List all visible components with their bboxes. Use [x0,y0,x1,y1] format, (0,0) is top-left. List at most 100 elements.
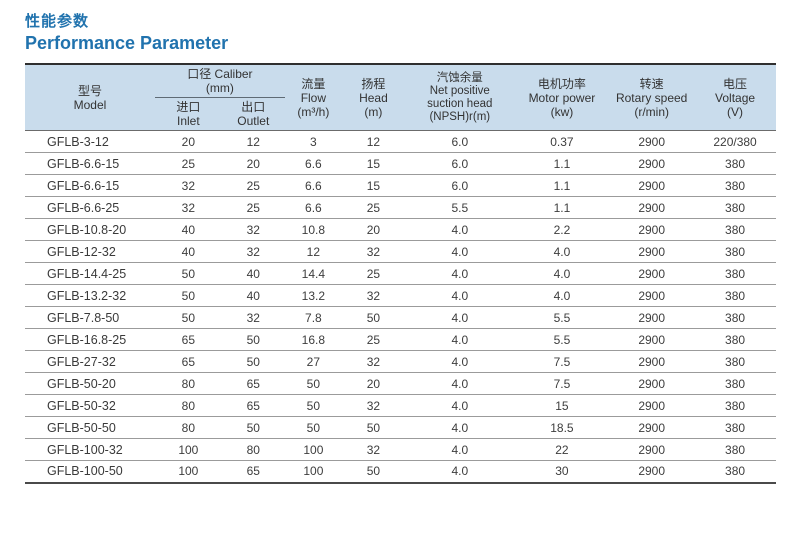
cell-outlet: 40 [221,284,285,307]
cell-voltage: 380 [694,240,776,263]
cell-speed: 2900 [609,438,695,461]
cell-model: GFLB-50-20 [25,372,155,395]
cell-npsh: 4.0 [404,262,515,285]
cell-voltage: 380 [694,262,776,285]
cell-inlet: 100 [154,460,222,483]
cell-model: GFLB-50-50 [25,416,155,439]
cell-head: 25 [341,328,405,351]
cell-model: GFLB-50-32 [25,394,155,417]
cell-inlet: 80 [154,394,222,417]
header-caliber-group: 口径 Caliber (mm) [154,64,285,98]
cell-speed: 2900 [609,218,695,241]
header-caliber-zh: 口径 Caliber [187,67,253,81]
cell-flow: 50 [284,394,342,417]
cell-model: GFLB-12-32 [25,240,155,263]
cell-outlet: 65 [221,372,285,395]
cell-flow: 50 [284,416,342,439]
cell-flow: 100 [284,460,342,483]
table-row: GFLB-27-32 65 50 27 32 4.0 7.5 2900 380 [25,350,776,373]
table-row: GFLB-12-32 40 32 12 32 4.0 4.0 2900 380 [25,240,776,263]
table-row: GFLB-7.8-50 50 32 7.8 50 4.0 5.5 2900 380 [25,306,776,329]
cell-flow: 7.8 [284,306,342,329]
cell-voltage: 380 [694,284,776,307]
cell-motor: 1.1 [514,152,610,175]
header-caliber-unit: (mm) [205,81,234,95]
cell-speed: 2900 [609,350,695,373]
cell-speed: 2900 [609,416,695,439]
cell-flow: 16.8 [284,328,342,351]
table-row: GFLB-6.6-15 32 25 6.6 15 6.0 1.1 2900 380 [25,174,776,197]
cell-motor: 4.0 [514,240,610,263]
table-row: GFLB-13.2-32 50 40 13.2 32 4.0 4.0 2900 380 [25,284,776,307]
header-motor-unit: (kw) [550,104,574,119]
cell-voltage: 380 [694,328,776,351]
cell-flow: 6.6 [284,152,342,175]
cell-speed: 2900 [609,306,695,329]
cell-npsh: 4.0 [404,372,515,395]
cell-outlet: 50 [221,416,285,439]
header-flow-en: Flow [300,90,327,105]
cell-outlet: 32 [221,306,285,329]
header-head-en: Head [359,90,388,105]
cell-voltage: 380 [694,306,776,329]
header-speed-en: Rotary speed [615,90,688,105]
page-title-english: Performance Parameter [25,33,229,53]
cell-flow: 3 [284,130,342,153]
header-npsh-en2: suction head [427,97,493,110]
cell-head: 20 [341,372,405,395]
cell-outlet: 20 [221,152,285,175]
cell-head: 15 [341,174,405,197]
cell-npsh: 6.0 [404,152,515,175]
table-row: GFLB-6.6-15 25 20 6.6 15 6.0 1.1 2900 380 [25,152,776,175]
table-row: GFLB-14.4-25 50 40 14.4 25 4.0 4.0 2900 380 [25,262,776,285]
cell-outlet: 32 [221,240,285,263]
cell-speed: 2900 [609,152,695,175]
cell-outlet: 65 [221,460,285,483]
cell-voltage: 220/380 [694,130,776,153]
cell-npsh: 4.0 [404,284,515,307]
cell-outlet: 25 [221,196,285,219]
cell-model: GFLB-6.6-15 [25,174,155,197]
header-speed-unit: (r/min) [634,104,669,119]
cell-model: GFLB-100-50 [25,460,155,483]
cell-voltage: 380 [694,460,776,483]
cell-model: GFLB-27-32 [25,350,155,373]
cell-motor: 4.0 [514,284,610,307]
cell-npsh: 4.0 [404,416,515,439]
cell-npsh: 4.0 [404,240,515,263]
cell-motor: 15 [514,394,610,417]
cell-flow: 14.4 [284,262,342,285]
cell-head: 32 [341,284,405,307]
cell-flow: 13.2 [284,284,342,307]
cell-head: 50 [341,416,405,439]
cell-npsh: 4.0 [404,218,515,241]
table-row: GFLB-50-50 80 50 50 50 4.0 18.5 2900 380 [25,416,776,439]
cell-model: GFLB-10.8-20 [25,218,155,241]
table-row: GFLB-6.6-25 32 25 6.6 25 5.5 1.1 2900 380 [25,196,776,219]
cell-speed: 2900 [609,394,695,417]
cell-head: 15 [341,152,405,175]
cell-voltage: 380 [694,174,776,197]
cell-voltage: 380 [694,438,776,461]
cell-model: GFLB-7.8-50 [25,306,155,329]
cell-voltage: 380 [694,152,776,175]
cell-model: GFLB-14.4-25 [25,262,155,285]
header-flow-unit: (m³/h) [297,104,330,119]
cell-npsh: 4.0 [404,350,515,373]
table-row: GFLB-10.8-20 40 32 10.8 20 4.0 2.2 2900 380 [25,218,776,241]
header-npsh: 汽蚀余量 Net positive suction head (NPSH)r(m… [404,64,515,131]
cell-inlet: 25 [154,152,222,175]
cell-motor: 4.0 [514,262,610,285]
cell-voltage: 380 [694,372,776,395]
cell-head: 32 [341,394,405,417]
header-outlet-zh: 出口 [241,100,266,114]
cell-inlet: 20 [154,130,222,153]
header-head: 扬程 Head (m) [341,64,405,131]
cell-speed: 2900 [609,460,695,483]
cell-outlet: 40 [221,262,285,285]
table-row: GFLB-50-20 80 65 50 20 4.0 7.5 2900 380 [25,372,776,395]
cell-motor: 30 [514,460,610,483]
header-voltage-zh: 电压 [723,76,748,91]
header-voltage-unit: (V) [727,104,744,119]
cell-model: GFLB-6.6-15 [25,152,155,175]
